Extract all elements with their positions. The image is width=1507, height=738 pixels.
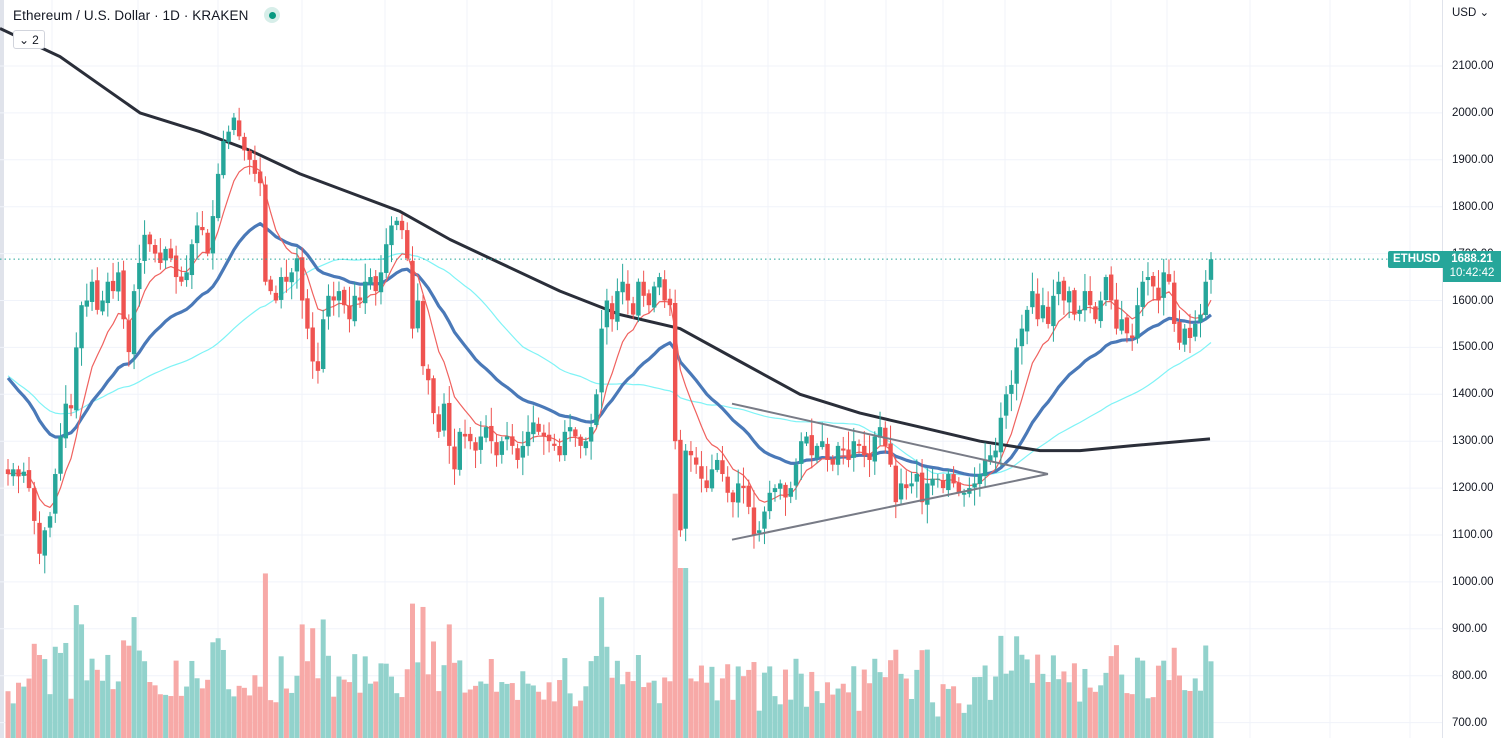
bar-close-countdown: 10:42:42 [1449, 267, 1495, 279]
price-tick: 1400.00 [1452, 388, 1494, 401]
market-open-dot-icon [268, 11, 276, 19]
candlesticks [5, 107, 1214, 574]
currency-selector[interactable]: USD ⌄ [1452, 5, 1489, 19]
grid-lines [0, 0, 1442, 738]
symbol-title: Ethereum / U.S. Dollar · 1D · KRAKEN [13, 7, 249, 23]
last-price-label: 1688.21 10:42:42 [1443, 251, 1501, 282]
price-tick: 800.00 [1452, 669, 1488, 682]
volume-bars [5, 493, 1214, 738]
chevron-down-icon: ⌄ [19, 32, 30, 47]
last-price-value: 1688.21 [1451, 253, 1493, 265]
chart-legend: Ethereum / U.S. Dollar · 1D · KRAKEN [13, 7, 281, 23]
currency-label: USD [1452, 7, 1477, 19]
price-tick: 1500.00 [1452, 341, 1494, 354]
chevron-down-icon: ⌄ [1476, 7, 1490, 19]
market-status-indicator[interactable] [264, 7, 281, 23]
price-tick: 1100.00 [1452, 529, 1493, 541]
price-tick: 700.00 [1452, 716, 1488, 729]
price-tick: 900.00 [1452, 622, 1488, 635]
triangle-pattern-drawing[interactable] [731, 402, 1049, 541]
price-chart[interactable] [0, 0, 1442, 738]
left-edge-strip [0, 0, 4, 738]
price-tick: 1800.00 [1452, 200, 1494, 213]
indicators-collapse-button[interactable]: ⌄ 2 [13, 30, 45, 49]
price-tick: 2100.00 [1452, 60, 1494, 72]
price-tick: 2000.00 [1452, 106, 1494, 119]
price-tick: 1900.00 [1452, 153, 1494, 166]
price-axis[interactable]: USD ⌄ 2100.002000.001900.001800.001700.0… [1442, 0, 1507, 738]
indicator-count: 2 [32, 32, 39, 47]
price-tick: 1600.00 [1452, 294, 1494, 307]
symbol-price-label: ETHUSD [1388, 251, 1446, 268]
price-tick: 1000.00 [1452, 575, 1494, 588]
price-tick: 1200.00 [1452, 482, 1494, 495]
price-tick: 1300.00 [1452, 435, 1494, 448]
